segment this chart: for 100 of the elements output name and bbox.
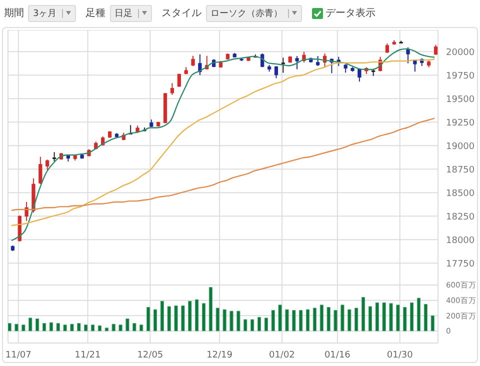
y-tick-label: 19000 bbox=[446, 142, 475, 152]
y-tick-label: 18500 bbox=[446, 188, 475, 199]
bar bbox=[35, 318, 40, 332]
bar bbox=[410, 302, 414, 332]
bar bbox=[181, 305, 185, 332]
bar bbox=[312, 308, 317, 332]
bar bbox=[112, 324, 116, 332]
bar bbox=[146, 306, 150, 332]
bar bbox=[236, 310, 240, 332]
select-field: 日足 bbox=[110, 4, 152, 22]
candlestick bbox=[413, 59, 417, 72]
bar bbox=[28, 318, 32, 332]
bar bbox=[292, 310, 296, 332]
bar bbox=[104, 328, 108, 332]
text: スタイル bbox=[162, 7, 202, 20]
bar bbox=[202, 303, 206, 332]
bar bbox=[424, 304, 428, 332]
bar bbox=[140, 324, 144, 332]
text: 足種 bbox=[86, 7, 106, 20]
x-tick-label: 11/21 bbox=[74, 350, 101, 360]
candlestick bbox=[177, 73, 181, 88]
text: データ表示 bbox=[326, 6, 376, 20]
bar bbox=[396, 304, 400, 332]
bar bbox=[244, 319, 248, 332]
candlestick bbox=[38, 156, 42, 185]
x-tick-label: 12/05 bbox=[137, 350, 164, 360]
bar bbox=[403, 306, 407, 332]
bar bbox=[375, 302, 379, 332]
bar bbox=[264, 318, 268, 332]
select-field: 3ヶ月 bbox=[28, 4, 76, 22]
bar bbox=[354, 308, 358, 332]
bar bbox=[416, 298, 421, 332]
bar bbox=[56, 323, 60, 332]
bar bbox=[334, 310, 338, 332]
select-field: ローソク（赤青） bbox=[206, 4, 302, 22]
candlestick bbox=[295, 56, 299, 70]
bar bbox=[153, 309, 158, 332]
x-tick-label: 12/19 bbox=[206, 350, 233, 360]
bar bbox=[77, 323, 81, 332]
bar bbox=[118, 324, 122, 332]
bar bbox=[271, 310, 275, 332]
bar bbox=[160, 300, 164, 332]
bar bbox=[174, 305, 178, 332]
candlestick bbox=[274, 66, 278, 79]
bar bbox=[195, 299, 199, 332]
candlestick bbox=[170, 82, 174, 96]
y-tick-label: 17750 bbox=[446, 259, 475, 270]
bar bbox=[306, 309, 310, 332]
bar bbox=[230, 310, 234, 332]
candlestick bbox=[198, 54, 202, 76]
bar bbox=[430, 315, 434, 332]
bar bbox=[42, 323, 46, 332]
bar bbox=[257, 316, 262, 332]
y-tick-label: 19500 bbox=[446, 94, 475, 105]
bar bbox=[299, 310, 303, 332]
x-tick-label: 01/16 bbox=[324, 350, 351, 360]
bar bbox=[222, 309, 226, 332]
candlestick bbox=[281, 57, 285, 74]
bar bbox=[167, 306, 171, 332]
candlestick bbox=[358, 68, 362, 82]
y-tick-label: 18250 bbox=[446, 212, 475, 222]
bar bbox=[22, 324, 26, 332]
bar bbox=[49, 322, 53, 332]
bar bbox=[340, 304, 344, 332]
bar bbox=[348, 309, 352, 332]
bar bbox=[84, 324, 88, 332]
y-tick-label: 18750 bbox=[446, 165, 475, 176]
candlestick bbox=[434, 44, 438, 56]
bar bbox=[132, 323, 136, 332]
bar bbox=[389, 303, 393, 332]
candlestick bbox=[191, 55, 195, 67]
candlestick bbox=[406, 46, 410, 64]
x-tick-label: 01/02 bbox=[268, 350, 295, 360]
bar bbox=[8, 323, 12, 332]
x-tick-label: 01/30 bbox=[386, 350, 414, 360]
candlestick bbox=[46, 159, 50, 170]
text: 期間 bbox=[4, 6, 24, 20]
bar bbox=[126, 318, 130, 332]
y-tick-label: 20000 bbox=[446, 48, 475, 58]
bar bbox=[250, 319, 254, 332]
bar bbox=[368, 306, 372, 332]
y-tick-label: 18000 bbox=[446, 236, 475, 246]
bar bbox=[216, 308, 220, 332]
bar bbox=[63, 324, 67, 332]
bar bbox=[326, 306, 330, 332]
bar bbox=[278, 304, 282, 332]
bar bbox=[98, 325, 102, 332]
bar bbox=[285, 309, 289, 332]
candlestick bbox=[316, 56, 320, 66]
y-tick-label: 19750 bbox=[446, 71, 475, 82]
bar bbox=[70, 324, 74, 332]
bar bbox=[382, 302, 386, 332]
bar bbox=[320, 304, 324, 332]
y-tick-label: 19250 bbox=[446, 118, 475, 128]
x-tick-label: 11/07 bbox=[5, 350, 32, 360]
bar bbox=[188, 300, 192, 332]
bar bbox=[361, 297, 366, 332]
candlestick bbox=[385, 42, 390, 54]
bar bbox=[14, 324, 18, 332]
bar bbox=[208, 287, 212, 332]
